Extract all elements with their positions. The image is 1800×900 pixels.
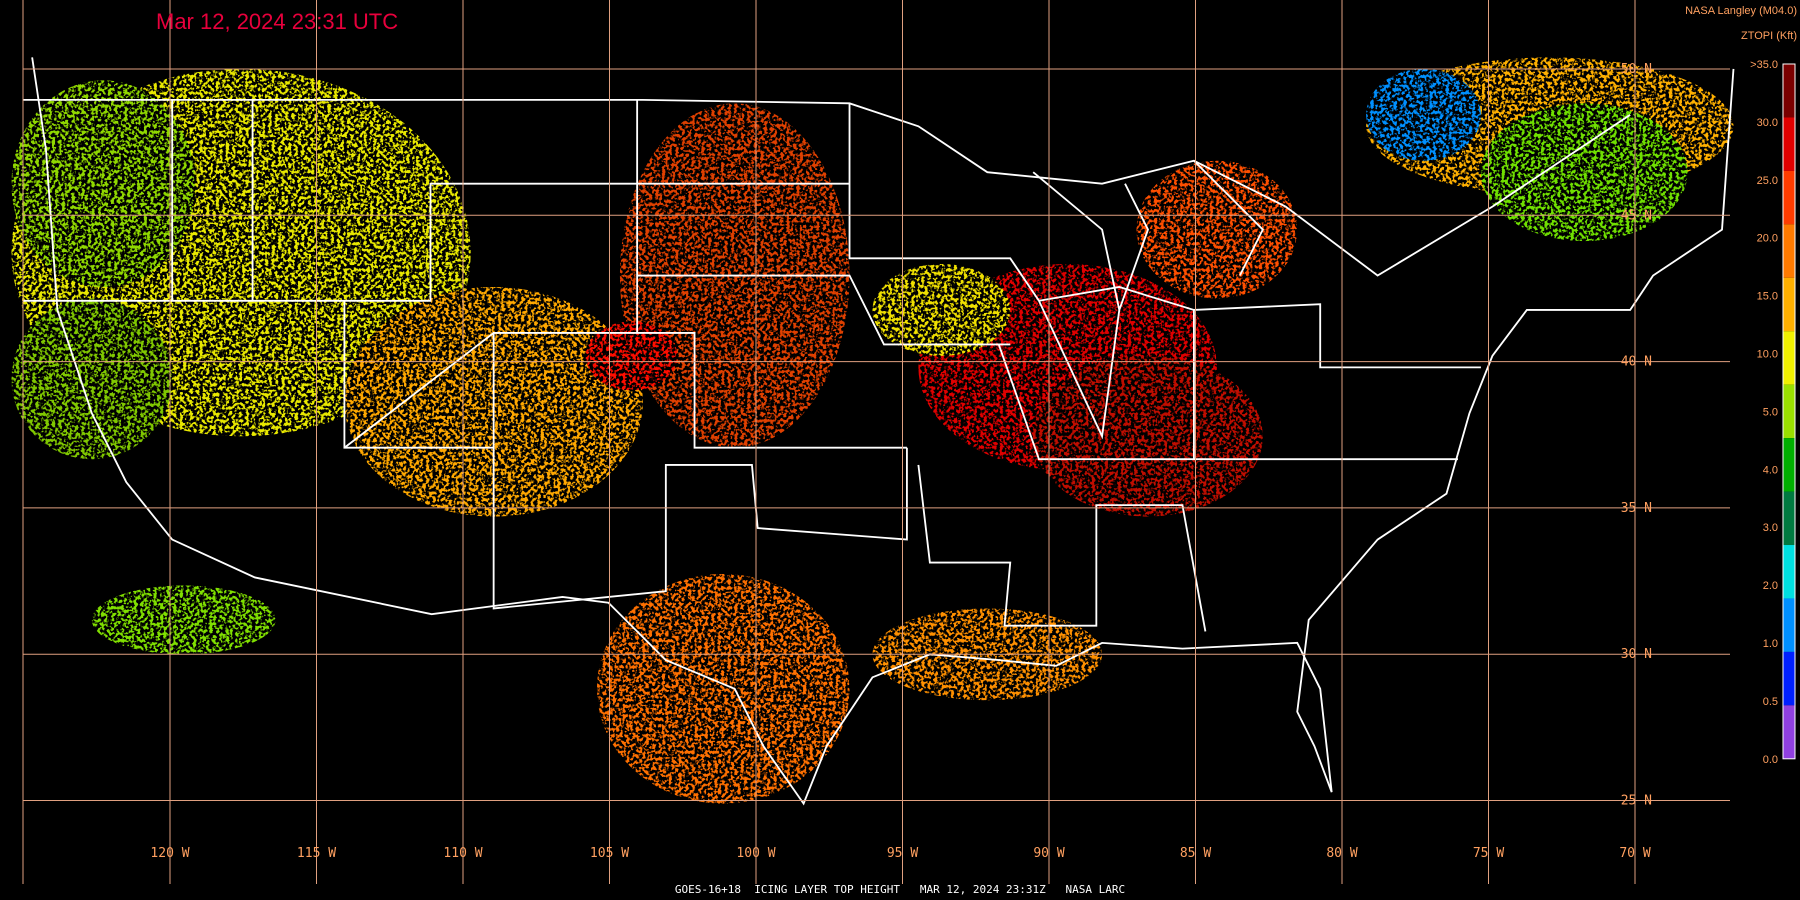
longitude-label: 80 W bbox=[1326, 846, 1357, 861]
longitude-label: 120 W bbox=[150, 846, 189, 861]
colorbar-segment bbox=[1783, 277, 1795, 332]
colorbar-segment bbox=[1783, 438, 1795, 492]
colorbar-segment bbox=[1783, 331, 1795, 385]
colorbar-label: 4.0 bbox=[1763, 464, 1778, 476]
colorbar-label: 2.0 bbox=[1763, 580, 1778, 592]
longitude-label: 115 W bbox=[297, 846, 336, 861]
colorbar-segment bbox=[1783, 170, 1795, 225]
colorbar-segment bbox=[1783, 651, 1795, 706]
longitude-label: 105 W bbox=[590, 846, 629, 861]
latitude-label: 45 N bbox=[1621, 208, 1652, 223]
colorbar-segment bbox=[1783, 598, 1795, 652]
latitude-label: 25 N bbox=[1621, 794, 1652, 809]
colorbar-label: 25.0 bbox=[1757, 175, 1778, 187]
longitude-label: 75 W bbox=[1473, 846, 1504, 861]
colorbar-segment bbox=[1783, 117, 1795, 171]
colorbar-segment bbox=[1783, 384, 1795, 439]
colorbar-label: 5.0 bbox=[1763, 406, 1778, 418]
timestamp: Mar 12, 2024 23:31 UTC bbox=[156, 9, 398, 34]
graticule: 50 N 45 N 40 N 35 N 30 N 25 N 120 W 115 W 110 W 1… bbox=[22, 0, 1730, 884]
longitude-label: 100 W bbox=[736, 846, 775, 861]
longitude-label: 95 W bbox=[887, 846, 918, 861]
colorbar-label: 30.0 bbox=[1757, 117, 1778, 129]
colorbar-label: 0.5 bbox=[1763, 696, 1778, 708]
longitude-label: 70 W bbox=[1619, 846, 1650, 861]
colorbar-segment bbox=[1783, 224, 1795, 278]
boundaries bbox=[22, 57, 1735, 806]
latitude-label: 50 N bbox=[1621, 62, 1652, 77]
latitude-label: 40 N bbox=[1621, 355, 1652, 370]
colorbar-label: 3.0 bbox=[1763, 522, 1778, 534]
colorbar-segment bbox=[1783, 705, 1795, 759]
latitude-label: 30 N bbox=[1621, 647, 1652, 662]
colorbar-segment bbox=[1783, 491, 1795, 546]
colorbar-frame bbox=[1782, 63, 1796, 760]
colorbar-label: 1.0 bbox=[1763, 638, 1778, 650]
source-label: NASA Langley (M04.0) bbox=[1685, 5, 1797, 17]
legend-title: ZTOPI (Kft) bbox=[1741, 30, 1797, 42]
colorbar-segment bbox=[1783, 64, 1795, 118]
colorbar-label: 15.0 bbox=[1757, 291, 1778, 303]
colorbar-label: 0.0 bbox=[1763, 754, 1778, 766]
longitude-label: 90 W bbox=[1033, 846, 1064, 861]
colorbar-label: >35.0 bbox=[1750, 59, 1778, 71]
colorbar-label: 20.0 bbox=[1757, 233, 1778, 245]
colorbar-segment bbox=[1783, 545, 1795, 599]
longitude-label: 85 W bbox=[1180, 846, 1211, 861]
colorbar-label: 10.0 bbox=[1757, 349, 1778, 361]
longitude-label: 110 W bbox=[443, 846, 482, 861]
latitude-label: 35 N bbox=[1621, 501, 1652, 516]
footer-caption: GOES-16+18 ICING LAYER TOP HEIGHT MAR 12… bbox=[675, 883, 1125, 896]
